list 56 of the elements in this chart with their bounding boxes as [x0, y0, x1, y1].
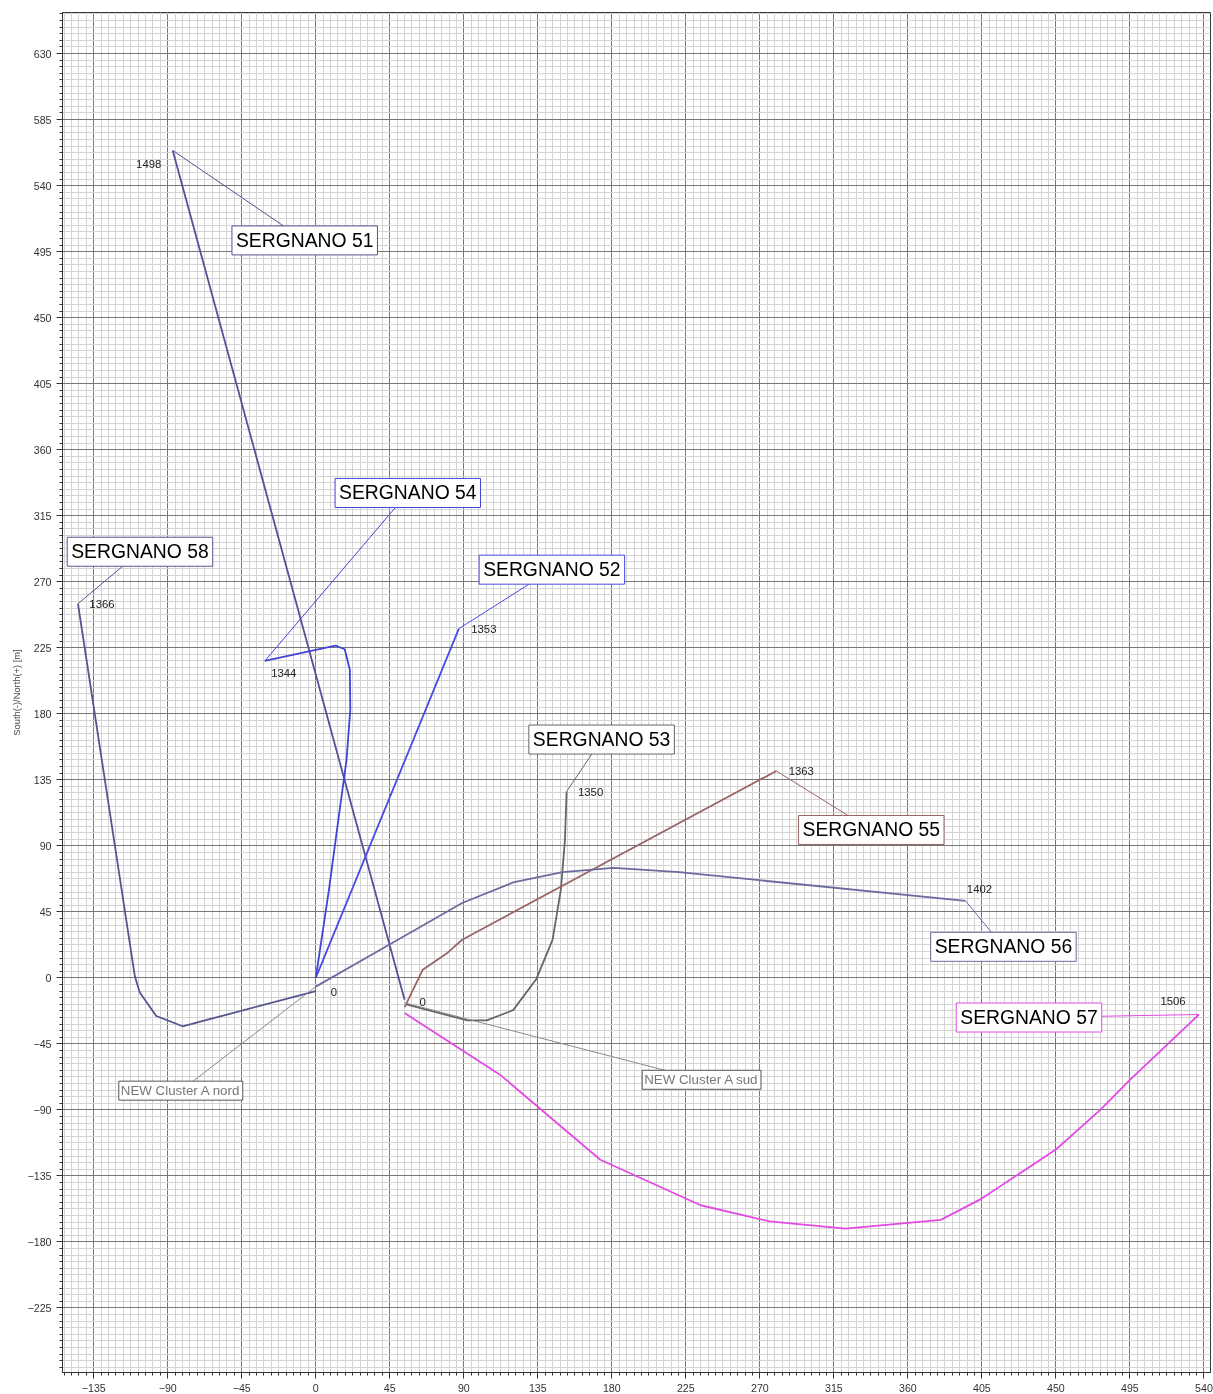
- y-tick-label: −90: [33, 1103, 52, 1116]
- x-tick-label: 270: [750, 1381, 769, 1394]
- y-tick-label: −225: [27, 1301, 52, 1314]
- y-tick-label: 270: [33, 575, 52, 588]
- y-tick-label: 630: [33, 47, 52, 60]
- y-axis-title: South(-)/North(+) [m]: [12, 649, 23, 736]
- y-tick-label: 450: [33, 311, 52, 324]
- x-tick-label: 540: [1195, 1381, 1213, 1394]
- x-tick-label: 315: [824, 1381, 843, 1394]
- y-tick-label: −180: [27, 1235, 52, 1248]
- x-tick-label: 90: [457, 1381, 470, 1394]
- x-tick-label: 405: [973, 1381, 991, 1394]
- x-tick-label: −90: [158, 1381, 177, 1394]
- x-tick-label: 0: [312, 1381, 319, 1394]
- x-tick-label: 360: [898, 1381, 917, 1394]
- text: SERGNANO 57: [960, 1007, 1098, 1029]
- x-tick-label: 135: [528, 1381, 547, 1394]
- y-tick-label: 180: [33, 707, 52, 720]
- y-tick-label: 540: [33, 179, 52, 192]
- x-tick-label: 495: [1121, 1381, 1139, 1394]
- y-tick-label: 0: [45, 971, 52, 984]
- x-tick-label: 450: [1047, 1381, 1065, 1394]
- annotation: 1506: [1160, 994, 1186, 1007]
- annotation: 1363: [788, 764, 814, 777]
- y-tick-label: −135: [27, 1169, 52, 1182]
- x-tick-label: −45: [232, 1381, 251, 1394]
- y-tick-label: 135: [33, 773, 52, 786]
- annotation: NEW Cluster A sud: [644, 1072, 758, 1088]
- y-tick-label: 585: [33, 113, 52, 126]
- series-label: SERGNANO 56: [934, 936, 1073, 958]
- x-tick-label: 225: [676, 1381, 695, 1394]
- text: SERGNANO 58: [71, 541, 209, 563]
- y-tick-label: 90: [39, 839, 52, 852]
- annotation: 0: [419, 995, 426, 1008]
- text: SERGNANO 55: [802, 819, 941, 841]
- annotation: 1353: [471, 622, 497, 635]
- annotation: 0: [330, 985, 337, 998]
- annotation: NEW Cluster A nord: [120, 1083, 240, 1099]
- text: SERGNANO 54: [339, 482, 477, 504]
- y-tick-label: 315: [33, 509, 52, 522]
- y-tick-label: 225: [33, 641, 52, 654]
- y-tick-label: 495: [33, 245, 52, 258]
- x-tick-label: 45: [383, 1381, 396, 1394]
- x-tick-label: 180: [602, 1381, 621, 1394]
- x-tick-label: −135: [81, 1381, 106, 1394]
- y-tick-label: −45: [33, 1037, 52, 1050]
- annotation: 1498: [136, 158, 162, 171]
- series-label: SERGNANO 51: [235, 229, 374, 251]
- y-tick-label: 405: [33, 377, 52, 390]
- annotation: 1366: [89, 597, 115, 610]
- text: SERGNANO 53: [532, 729, 671, 751]
- text: SERGNANO 52: [483, 559, 621, 581]
- y-tick-label: 45: [39, 905, 52, 918]
- annotation: 1350: [578, 785, 604, 798]
- y-tick-label: 360: [33, 443, 52, 456]
- annotation: 1344: [271, 666, 297, 679]
